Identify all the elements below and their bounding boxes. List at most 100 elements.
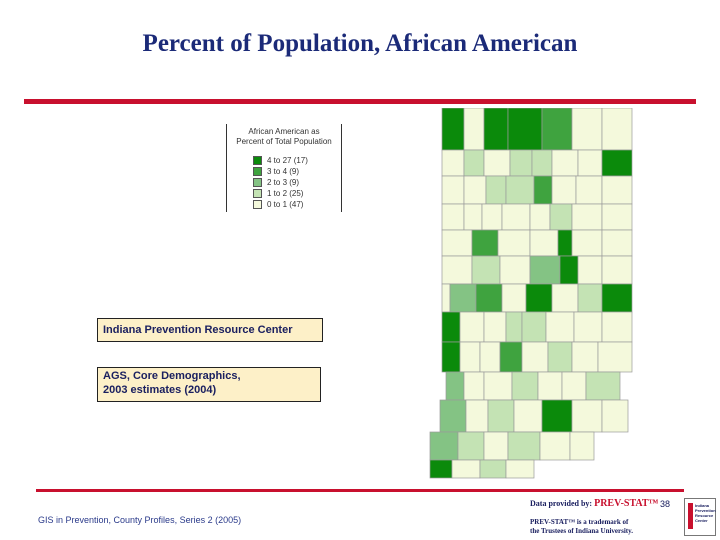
county-shape — [459, 341, 481, 373]
logo-word: Resource — [695, 513, 714, 518]
legend-swatch — [253, 189, 262, 199]
legend-swatch — [253, 167, 262, 177]
legend-label: 1 to 2 (25) — [267, 189, 304, 198]
county-shape — [601, 255, 633, 285]
county-shape — [463, 175, 487, 205]
county-shape — [541, 399, 573, 433]
county-shape — [551, 149, 579, 177]
county-shape — [509, 149, 533, 177]
county-shape — [471, 229, 499, 257]
county-shape — [479, 459, 507, 479]
logo-word: Prevention — [695, 508, 716, 513]
county-shape — [557, 229, 573, 257]
county-shape — [441, 108, 465, 151]
county-shape — [463, 371, 485, 401]
county-shape — [561, 371, 587, 401]
iprc-logo: Indiana Prevention Resource Center — [684, 498, 716, 536]
county-shape — [545, 311, 575, 343]
county-shape — [441, 341, 461, 373]
indiana-county-map — [429, 108, 633, 479]
county-shape — [525, 283, 553, 313]
county-shape — [575, 175, 603, 205]
county-shape — [441, 149, 465, 177]
county-shape — [485, 175, 507, 205]
legend-swatch — [253, 156, 262, 166]
county-shape — [577, 255, 603, 285]
county-shape — [601, 175, 633, 205]
organization-name: Indiana Prevention Resource Center — [103, 324, 293, 336]
legend-label: 0 to 1 (47) — [267, 200, 304, 209]
county-shape — [571, 341, 599, 373]
county-shape — [531, 149, 553, 177]
county-shape — [571, 399, 603, 433]
legend-title: African American as Percent of Total Popu… — [227, 127, 341, 147]
county-shape — [559, 255, 579, 285]
county-shape — [521, 311, 547, 343]
county-shape — [479, 341, 501, 373]
county-shape — [529, 203, 551, 231]
county-shape — [601, 203, 633, 231]
logo-word: Indiana — [695, 503, 710, 508]
county-shape — [483, 311, 507, 343]
county-shape — [505, 311, 523, 343]
legend-row-4: 1 to 2 (25) — [253, 189, 304, 199]
county-shape — [481, 203, 503, 231]
county-shape — [429, 431, 459, 461]
county-shape — [547, 341, 573, 373]
county-shape — [465, 399, 489, 433]
county-shape — [441, 283, 451, 313]
data-source-line-2: 2003 estimates (2004) — [103, 384, 217, 396]
county-shape — [483, 108, 509, 151]
legend-swatch — [253, 200, 262, 210]
county-shape — [601, 149, 633, 177]
footer-citation: GIS in Prevention, County Profiles, Seri… — [38, 515, 242, 525]
trademark-line-1: PREV-STAT™ is a trademark of — [530, 518, 628, 526]
county-shape — [539, 431, 571, 461]
county-shape — [475, 283, 503, 313]
county-shape — [569, 431, 595, 461]
title-divider — [24, 99, 696, 104]
county-shape — [501, 283, 527, 313]
footer-divider — [36, 489, 684, 492]
county-shape — [507, 431, 541, 461]
county-shape — [505, 175, 535, 205]
county-shape — [463, 108, 485, 151]
trademark-text-2: the Trustees of Indiana University. — [530, 527, 633, 535]
organization-label: Indiana Prevention Resource Center — [97, 318, 323, 342]
county-shape — [601, 229, 633, 257]
county-shape — [463, 149, 485, 177]
county-shape — [571, 229, 603, 257]
legend-row-3: 2 to 3 (9) — [253, 178, 300, 188]
county-shape — [529, 255, 561, 285]
legend-row-5: 0 to 1 (47) — [253, 200, 304, 210]
county-shape — [501, 203, 531, 231]
county-shape — [483, 149, 511, 177]
county-shape — [601, 108, 633, 151]
county-shape — [483, 371, 513, 401]
county-shape — [441, 203, 465, 231]
county-shape — [551, 283, 579, 313]
county-shape — [577, 149, 603, 177]
county-shape — [441, 311, 461, 343]
page-title: Percent of Population, African American — [142, 30, 578, 57]
county-shape — [585, 371, 621, 401]
county-shape — [537, 371, 563, 401]
legend-row-1: 4 to 27 (17) — [253, 156, 308, 166]
county-shape — [449, 283, 477, 313]
county-shape — [441, 175, 465, 205]
county-shape — [459, 311, 485, 343]
county-shape — [441, 255, 473, 285]
county-shape — [497, 229, 531, 257]
brand-name: PREV-STAT™ — [594, 498, 659, 509]
county-shape — [507, 108, 543, 151]
legend-label: 2 to 3 (9) — [267, 178, 300, 187]
legend-row-2: 3 to 4 (9) — [253, 167, 299, 177]
county-shape — [601, 311, 633, 343]
county-shape — [601, 399, 629, 433]
logo-word: Center — [695, 518, 708, 523]
legend-swatch — [253, 178, 262, 188]
county-shape — [521, 341, 549, 373]
data-provider-label: Data provided by: PREV-STAT™ — [530, 498, 659, 509]
legend-title-line-2: Percent of Total Population — [236, 137, 332, 146]
county-shape — [499, 341, 523, 373]
